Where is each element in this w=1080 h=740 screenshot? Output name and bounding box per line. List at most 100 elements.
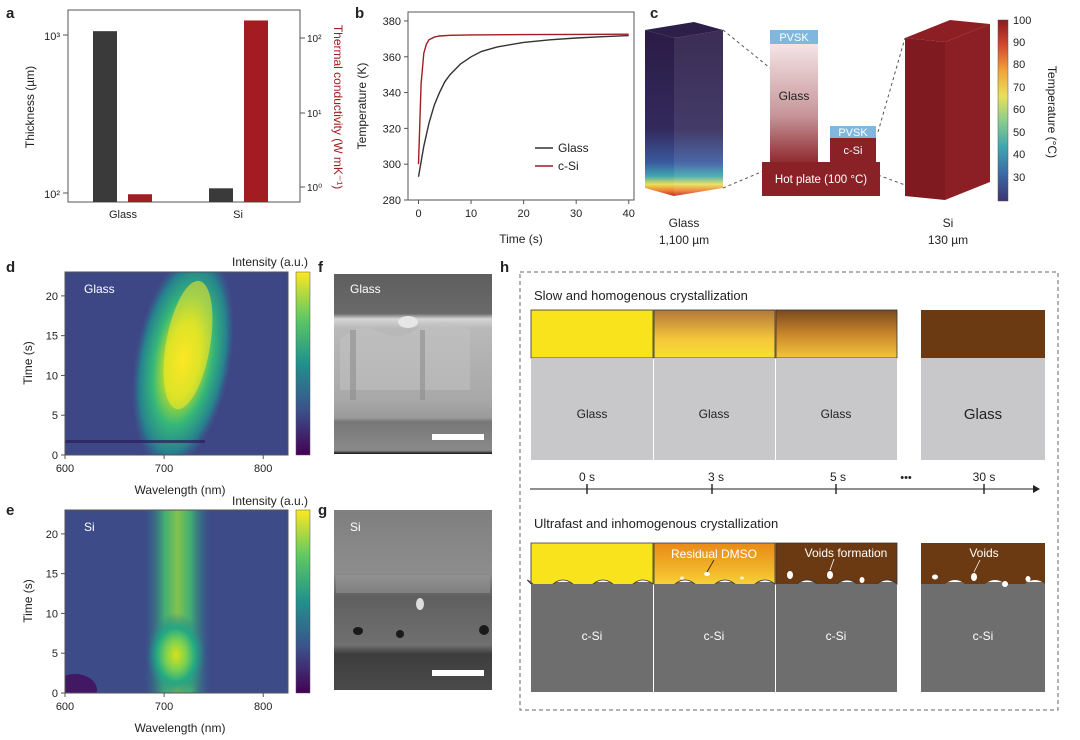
sem-f-label: Glass — [350, 282, 381, 296]
y-tick-label-b: 320 — [383, 123, 401, 135]
pvsk-slow-30s — [921, 310, 1045, 358]
x-tick-label: 700 — [155, 701, 173, 713]
y-tick-label: 15 — [46, 569, 58, 581]
pvsk-slow-5s — [775, 309, 898, 359]
x-tick-label: 800 — [254, 701, 272, 713]
right-tick-1: 10⁰ — [307, 183, 322, 194]
glass-block-front — [645, 30, 674, 196]
y-tick-label: 15 — [46, 331, 58, 343]
axes-frame-e — [64, 509, 289, 694]
y-tick-label-b: 340 — [383, 88, 401, 100]
y-tick-label: 0 — [52, 450, 58, 462]
panel-label-f: f — [318, 259, 324, 276]
axes-frame-d — [64, 271, 289, 456]
x-tick-label-b: 0 — [415, 208, 421, 220]
axes-frame-a — [67, 9, 301, 203]
cbar-tick-70: 70 — [1013, 82, 1025, 94]
bottom-title: Ultrafast and inhomogenous crystallizati… — [534, 516, 778, 531]
y-tick-label-b: 280 — [383, 195, 401, 207]
panel-label-e: e — [6, 502, 14, 519]
glass-label-2: Glass — [699, 407, 730, 421]
y-tick-label: 10 — [46, 370, 58, 382]
pvsk-fast-0s — [527, 542, 654, 589]
glass-column-label: Glass — [779, 89, 810, 103]
sem-image-si — [334, 510, 492, 690]
panel-e: e Intensity (a.u.) Si 600 700 80020151050 … — [6, 494, 311, 735]
panel-label-h: h — [500, 259, 509, 276]
timeline-arrow — [1033, 485, 1040, 493]
panel-label-a: a — [6, 5, 15, 22]
thickness-bar-si — [209, 188, 233, 202]
y-tick-label: 5 — [52, 648, 58, 660]
glass-block-top — [645, 22, 723, 38]
heatmap-d-label: Glass — [84, 282, 115, 296]
panel-c: c Glass 1,100 µm PVSK Glass PVSK c-Si Ho… — [645, 5, 1059, 247]
thickness-bar-glass — [93, 31, 117, 203]
time-3s: 3 s — [708, 470, 724, 484]
glass-label-3: Glass — [821, 407, 852, 421]
glass-caption-line2: 1,100 µm — [659, 233, 709, 247]
y-label-b: Temperature (K) — [355, 63, 369, 150]
panel-b: b 0 10 20 30 40 280 300 320 340 360 380 Time (s) T… — [355, 5, 635, 246]
csi-substrate-4 — [921, 582, 1045, 692]
panel-h: h Slow and homogenous crystallization Gl… — [500, 259, 1059, 711]
annotation-voids-formation: Voids formation — [805, 546, 888, 560]
y-label-e: Time (s) — [21, 579, 35, 623]
y-tick-label-b: 380 — [383, 16, 401, 28]
colorbar-label: Temperature (°C) — [1045, 66, 1059, 158]
y-tick-label: 20 — [46, 529, 58, 541]
x-label-e: Wavelength (nm) — [135, 721, 226, 735]
pvsk-slow-3s — [653, 309, 776, 359]
panel-g: g Si — [318, 502, 492, 690]
colorbar-d — [295, 271, 311, 456]
intensity-label-d: Intensity (a.u.) — [232, 255, 308, 269]
csi-substrate-3 — [776, 582, 897, 692]
cbar-tick-40: 40 — [1013, 149, 1025, 161]
x-tick-label: 600 — [56, 463, 74, 475]
csi-substrate-1 — [531, 582, 653, 692]
legend-csi: c-Si — [558, 159, 579, 173]
y-tick-label: 10 — [46, 608, 58, 620]
si-caption-line2: 130 µm — [928, 233, 968, 247]
line-glass — [417, 34, 629, 177]
cbar-tick-30: 30 — [1013, 172, 1025, 184]
line-csi — [417, 33, 629, 165]
y-tick-label-b: 300 — [383, 159, 401, 171]
y-tick-label-b: 360 — [383, 52, 401, 64]
si-block-front — [905, 38, 945, 200]
hot-plate — [762, 162, 880, 196]
panel-f: f Glass — [318, 259, 492, 454]
scale-bar-g — [432, 670, 484, 676]
panel-label-b: b — [355, 5, 364, 22]
cbar-tick-50: 50 — [1013, 127, 1025, 139]
glass-substrate-4 — [921, 358, 1045, 460]
glass-label-1: Glass — [577, 407, 608, 421]
time-0s: 0 s — [579, 470, 595, 484]
left-tick-1000: 10³ — [44, 31, 60, 43]
x-tick-label-b: 40 — [623, 208, 635, 220]
legend-glass: Glass — [558, 141, 589, 155]
annotation-residual-dmso: Residual DMSO — [671, 547, 757, 561]
conductivity-bar-si — [244, 20, 268, 203]
csi-label-3: c-Si — [826, 629, 847, 643]
glass-column — [770, 44, 818, 162]
y-tick-label: 20 — [46, 291, 58, 303]
csi-label-4: c-Si — [973, 629, 994, 643]
x-label-b: Time (s) — [499, 232, 543, 246]
csi-label-1: c-Si — [582, 629, 603, 643]
x-label-d: Wavelength (nm) — [135, 483, 226, 497]
x-tick-label-b: 30 — [570, 208, 582, 220]
pvsk-label-si: PVSK — [838, 127, 868, 139]
panel-a: a Glass Si 10³ 10² Thickness (µm) 10² 10… — [6, 5, 345, 221]
pvsk-slow-0s — [530, 309, 654, 359]
y-label-d: Time (s) — [21, 341, 35, 385]
conductivity-bar-glass — [128, 194, 152, 202]
cbar-tick-60: 60 — [1013, 104, 1025, 116]
axes-frame-b — [407, 11, 635, 201]
cbar-tick-100: 100 — [1013, 15, 1031, 27]
glass-substrate-2 — [654, 358, 775, 460]
temperature-colorbar — [997, 19, 1009, 202]
cbar-tick-90: 90 — [1013, 37, 1025, 49]
heatmap-e-label: Si — [84, 520, 95, 534]
top-title: Slow and homogenous crystallization — [534, 288, 748, 303]
